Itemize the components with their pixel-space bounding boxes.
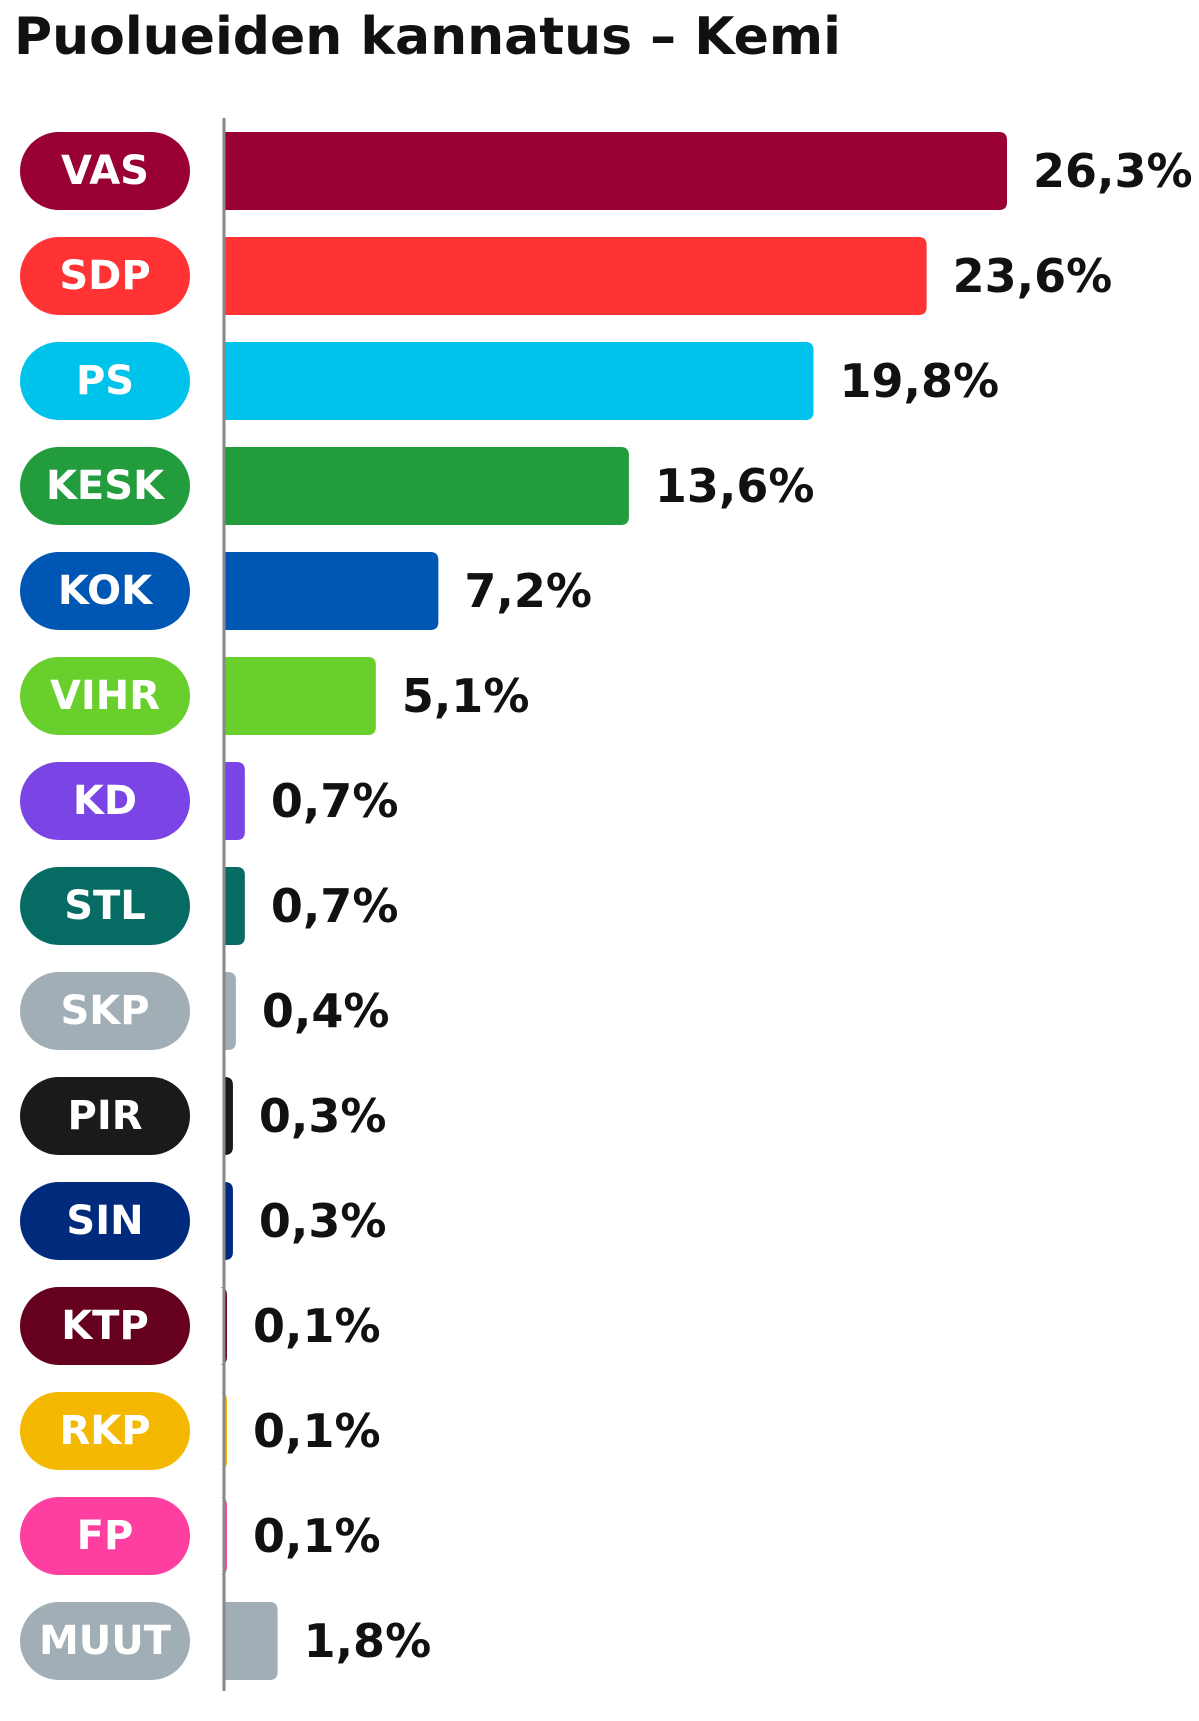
- bar-vas: [224, 132, 1007, 210]
- party-label-rkp: RKP: [59, 1408, 150, 1454]
- bar-sdp: [224, 237, 927, 315]
- bar-kesk: [224, 447, 629, 525]
- chart-title: Puolueiden kannatus – Kemi: [14, 7, 841, 67]
- value-label-skp: 0,4%: [262, 984, 390, 1038]
- party-label-stl: STL: [64, 883, 146, 929]
- party-label-skp: SKP: [60, 988, 149, 1034]
- party-label-sin: SIN: [66, 1198, 143, 1244]
- party-pill-kok: [20, 552, 190, 630]
- value-label-vihr: 5,1%: [402, 669, 530, 723]
- bar-stl: [224, 867, 245, 945]
- value-label-kd: 0,7%: [271, 774, 399, 828]
- bar-muut: [224, 1602, 278, 1680]
- party-pill-pir: [20, 1077, 190, 1155]
- value-label-ps: 19,8%: [839, 354, 999, 408]
- party-pill-stl: [20, 867, 190, 945]
- party-label-ps: PS: [76, 358, 134, 404]
- value-label-sin: 0,3%: [259, 1194, 387, 1248]
- value-label-pir: 0,3%: [259, 1089, 387, 1143]
- party-pill-ps: [20, 342, 190, 420]
- value-label-stl: 0,7%: [271, 879, 399, 933]
- party-label-kesk: KESK: [46, 463, 166, 509]
- party-label-pir: PIR: [68, 1093, 143, 1139]
- party-label-fp: FP: [77, 1513, 134, 1559]
- party-label-muut: MUUT: [39, 1618, 172, 1664]
- party-pill-rkp: [20, 1392, 190, 1470]
- value-label-rkp: 0,1%: [253, 1404, 381, 1458]
- bar-skp: [224, 972, 236, 1050]
- party-label-kok: KOK: [58, 568, 154, 614]
- value-label-fp: 0,1%: [253, 1509, 381, 1563]
- party-pill-ktp: [20, 1287, 190, 1365]
- party-pill-vihr: [20, 657, 190, 735]
- party-label-vihr: VIHR: [50, 673, 160, 719]
- bar-kd: [224, 762, 245, 840]
- party-pill-sdp: [20, 237, 190, 315]
- bar-pir: [224, 1077, 233, 1155]
- value-label-vas: 26,3%: [1033, 144, 1193, 198]
- party-pill-kesk: [20, 447, 190, 525]
- party-pill-vas: [20, 132, 190, 210]
- bar-kok: [224, 552, 439, 630]
- party-label-ktp: KTP: [61, 1303, 149, 1349]
- value-label-sdp: 23,6%: [953, 249, 1113, 303]
- value-label-ktp: 0,1%: [253, 1299, 381, 1353]
- bar-sin: [224, 1182, 233, 1260]
- bar-vihr: [224, 657, 376, 735]
- party-label-sdp: SDP: [59, 253, 150, 299]
- party-pill-kd: [20, 762, 190, 840]
- bar-ps: [224, 342, 814, 420]
- party-pill-fp: [20, 1497, 190, 1575]
- party-label-kd: KD: [73, 778, 137, 824]
- value-label-kesk: 13,6%: [655, 459, 815, 513]
- party-label-vas: VAS: [61, 148, 149, 194]
- party-pill-sin: [20, 1182, 190, 1260]
- party-pill-muut: [20, 1602, 190, 1680]
- value-label-kok: 7,2%: [464, 564, 592, 618]
- party-pill-skp: [20, 972, 190, 1050]
- value-label-muut: 1,8%: [304, 1614, 432, 1668]
